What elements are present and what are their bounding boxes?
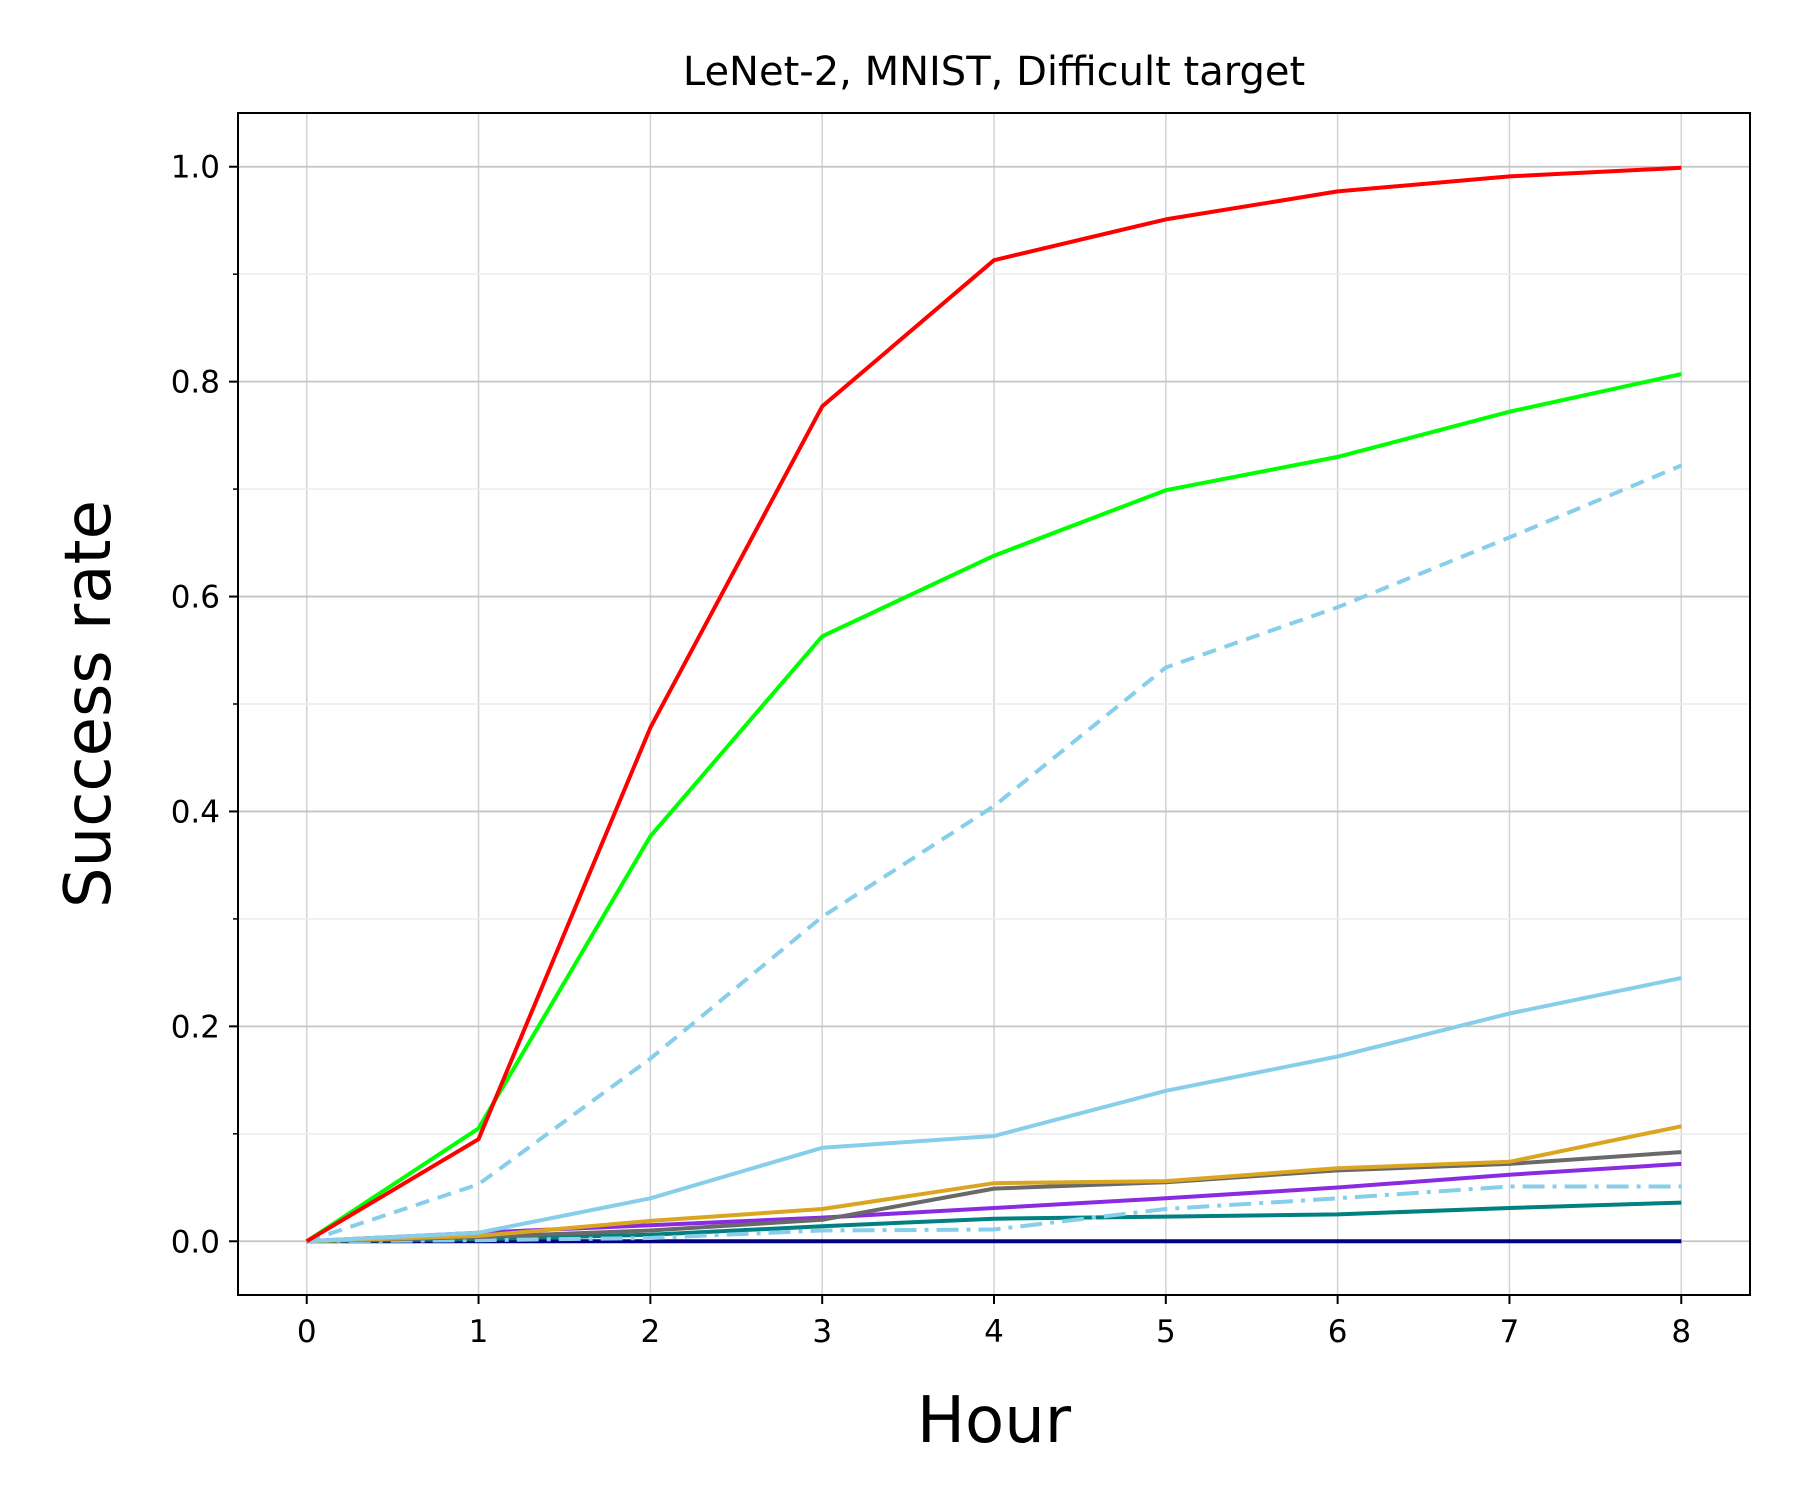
series-line-8 <box>306 1184 1682 1244</box>
x-tick-label: 7 <box>1500 1314 1520 1350</box>
series-line-1 <box>305 165 1682 1244</box>
series-line-4 <box>306 976 1682 1244</box>
y-axis-label: Success rate <box>52 500 126 908</box>
x-tick-label: 3 <box>812 1314 832 1350</box>
y-tick-label: 0.8 <box>171 365 220 401</box>
series-line-3 <box>306 463 1683 1244</box>
y-tick-label: 0.2 <box>171 1009 220 1045</box>
x-axis-label: Hour <box>917 1384 1072 1458</box>
y-tick-label: 0.0 <box>171 1224 220 1260</box>
y-tick-label: 1.0 <box>171 150 220 186</box>
x-tick-label: 2 <box>640 1314 660 1350</box>
x-tick-label: 6 <box>1328 1314 1348 1350</box>
series-group <box>305 165 1683 1244</box>
y-tick-label: 0.6 <box>171 580 220 616</box>
series-line-6 <box>306 1150 1682 1244</box>
series-line-2 <box>305 372 1682 1243</box>
x-tick-label: 8 <box>1671 1314 1691 1350</box>
grid <box>238 113 1750 1295</box>
x-tick-label: 4 <box>984 1314 1004 1350</box>
chart-title: LeNet-2, MNIST, Difficult target <box>683 49 1305 95</box>
ticks: 0 1 2 3 4 5 6 7 8 0.0 0.2 0.4 0.6 0.8 1.0 <box>171 150 1691 1350</box>
x-tick-label: 5 <box>1156 1314 1176 1350</box>
series-line-5 <box>306 1124 1682 1244</box>
x-tick-label: 1 <box>469 1314 489 1350</box>
y-tick-label: 0.4 <box>171 794 220 830</box>
x-tick-label: 0 <box>297 1314 317 1350</box>
